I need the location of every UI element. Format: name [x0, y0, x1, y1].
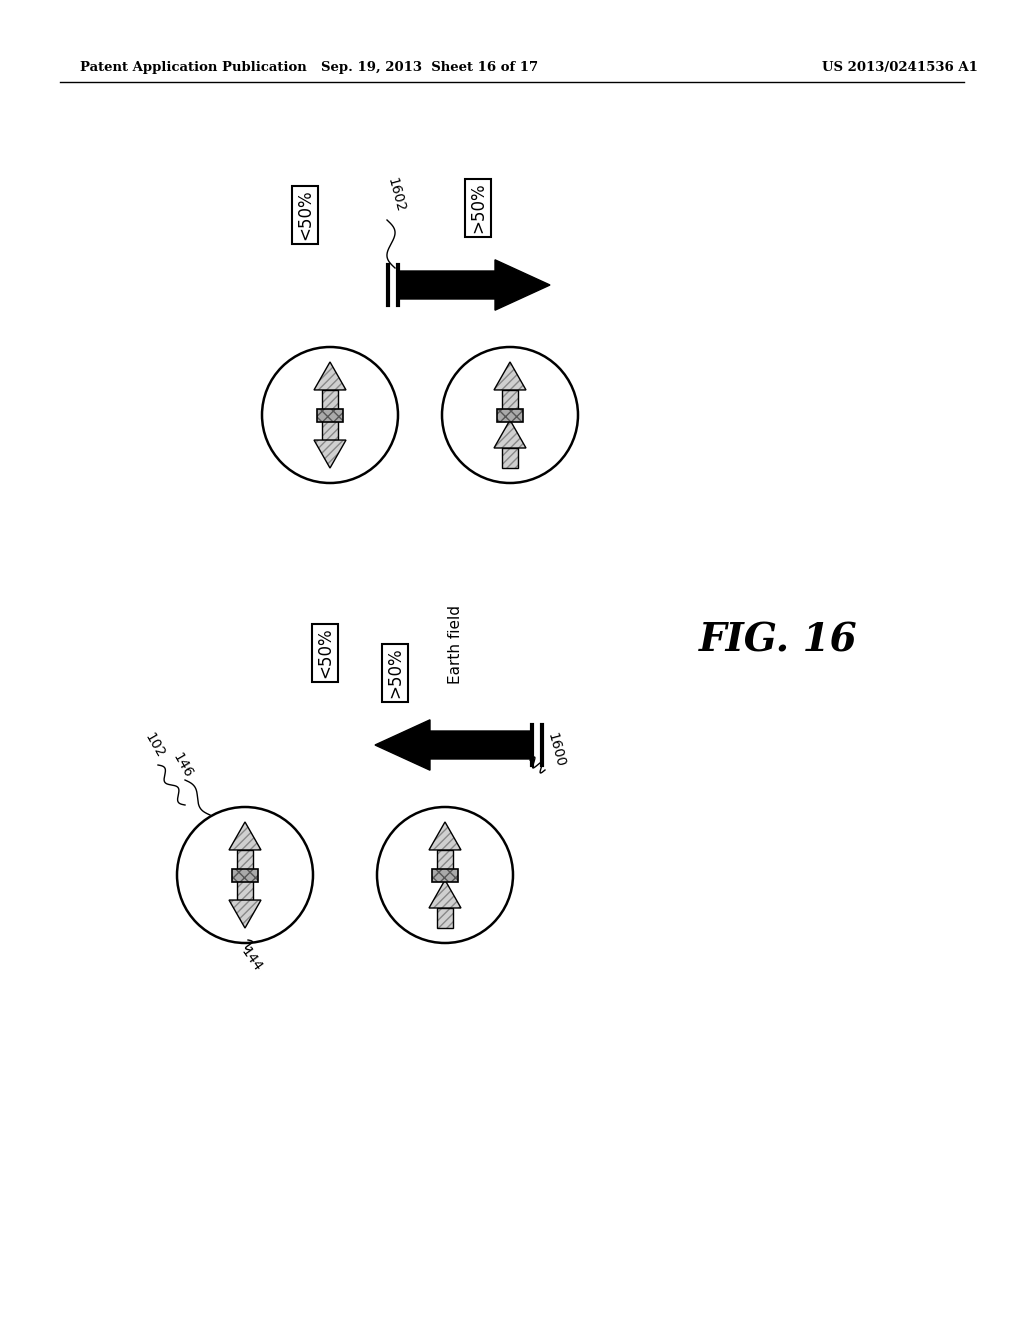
Bar — [237, 880, 253, 900]
Polygon shape — [229, 900, 261, 928]
Bar — [232, 869, 258, 882]
Bar — [237, 850, 253, 870]
Bar — [437, 908, 453, 928]
Text: <50%: <50% — [296, 190, 314, 240]
Bar — [317, 408, 343, 421]
Bar — [432, 869, 458, 882]
Bar — [432, 869, 458, 882]
Bar — [322, 420, 338, 440]
Bar — [437, 850, 453, 870]
Bar — [317, 408, 343, 421]
Text: Sep. 19, 2013  Sheet 16 of 17: Sep. 19, 2013 Sheet 16 of 17 — [322, 62, 539, 74]
Polygon shape — [429, 822, 461, 850]
Polygon shape — [494, 420, 526, 447]
Bar — [322, 389, 338, 411]
Circle shape — [377, 807, 513, 942]
Bar — [502, 389, 518, 411]
Bar — [237, 880, 253, 900]
Bar — [502, 389, 518, 411]
Text: 144: 144 — [238, 945, 264, 974]
Bar — [497, 408, 523, 421]
Circle shape — [262, 347, 398, 483]
Bar — [437, 850, 453, 870]
Text: Patent Application Publication: Patent Application Publication — [80, 62, 307, 74]
Polygon shape — [429, 880, 461, 908]
FancyArrow shape — [400, 260, 550, 310]
Bar — [502, 447, 518, 469]
Text: 1602: 1602 — [385, 176, 408, 214]
Polygon shape — [494, 362, 526, 389]
Bar — [502, 389, 518, 411]
Bar — [322, 420, 338, 440]
Bar — [502, 447, 518, 469]
Bar — [497, 408, 523, 421]
Circle shape — [177, 807, 313, 942]
Text: >50%: >50% — [469, 182, 487, 234]
Bar — [502, 447, 518, 469]
Circle shape — [442, 347, 578, 483]
Bar — [437, 908, 453, 928]
Polygon shape — [314, 440, 346, 469]
Text: Earth field: Earth field — [447, 606, 463, 685]
Text: 102: 102 — [142, 730, 167, 760]
FancyArrow shape — [375, 719, 530, 770]
Bar — [432, 869, 458, 882]
Text: 146: 146 — [170, 750, 196, 780]
Polygon shape — [314, 362, 346, 389]
Polygon shape — [229, 822, 261, 850]
Bar — [237, 880, 253, 900]
Text: FIG. 16: FIG. 16 — [699, 622, 857, 659]
Bar — [497, 408, 523, 421]
Bar — [322, 389, 338, 411]
Bar — [232, 869, 258, 882]
Bar — [237, 850, 253, 870]
Bar — [237, 850, 253, 870]
Text: US 2013/0241536 A1: US 2013/0241536 A1 — [822, 62, 978, 74]
Bar — [322, 389, 338, 411]
Text: <50%: <50% — [316, 628, 334, 678]
Bar — [437, 850, 453, 870]
Bar — [437, 908, 453, 928]
Bar — [322, 420, 338, 440]
Text: 1600: 1600 — [545, 731, 567, 768]
Bar — [317, 408, 343, 421]
Bar — [232, 869, 258, 882]
Text: >50%: >50% — [386, 648, 404, 698]
